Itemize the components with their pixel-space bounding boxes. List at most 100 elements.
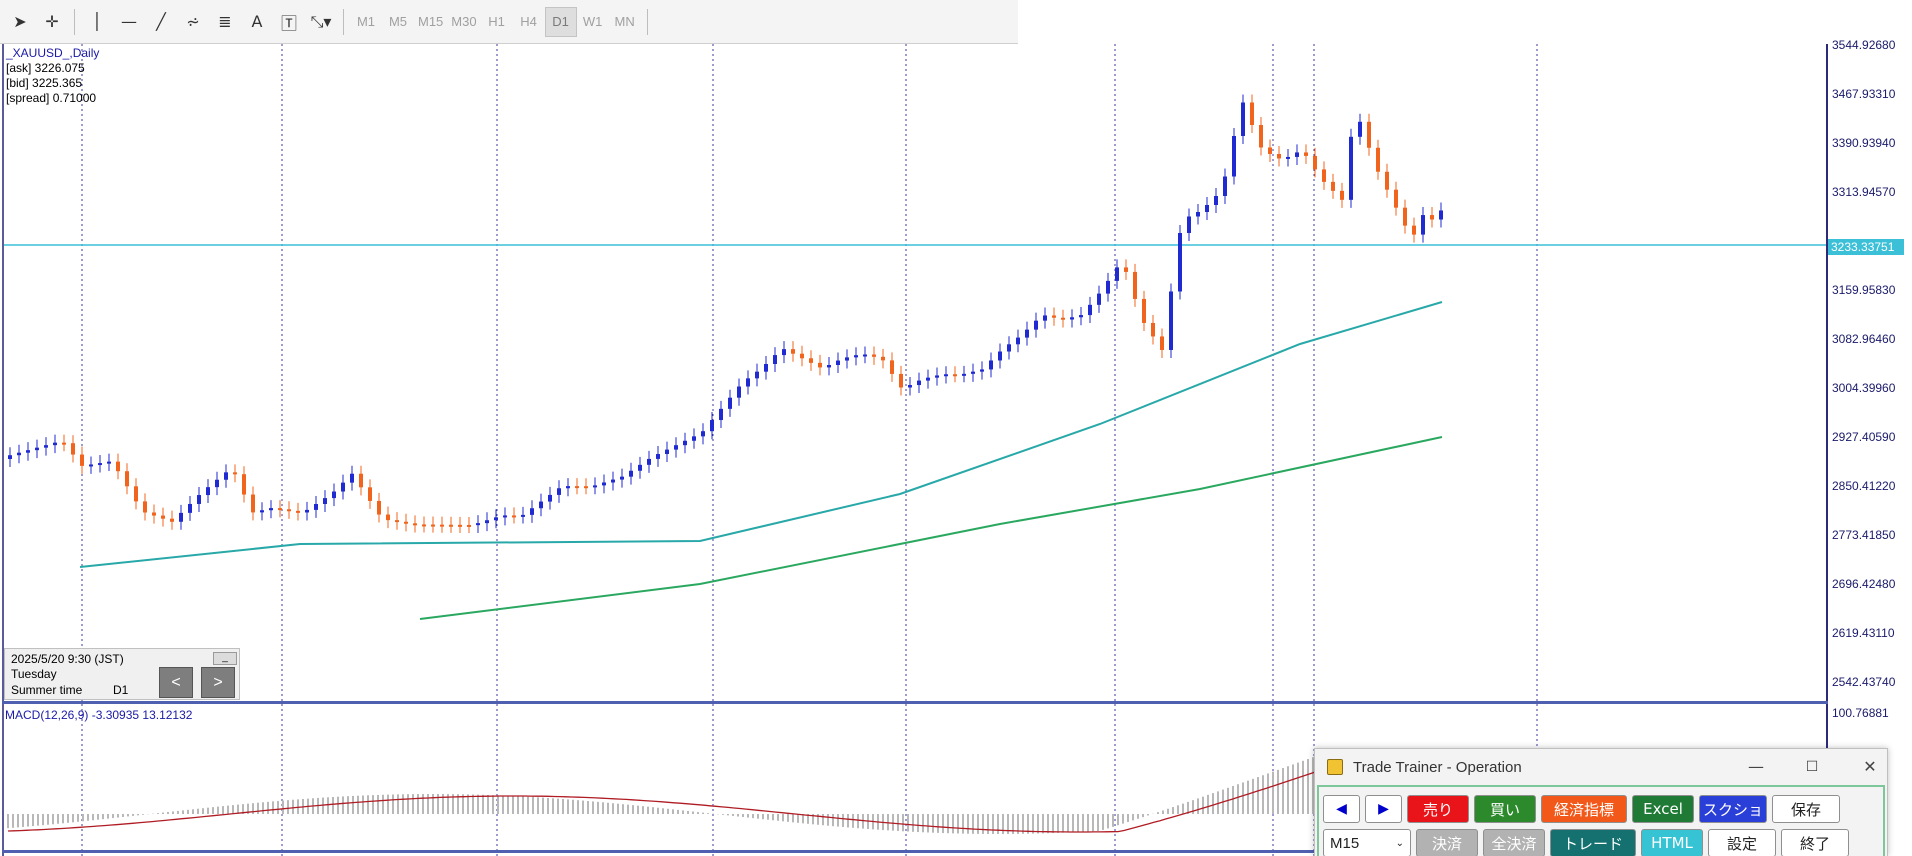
candle-body: [1007, 344, 1011, 352]
candle-body: [125, 471, 129, 487]
shapes-dropdown-icon[interactable]: ⤡▾: [310, 11, 332, 31]
trainer-button-r2-3[interactable]: HTML: [1641, 829, 1703, 856]
close-button[interactable]: ✕: [1863, 757, 1877, 776]
candle-body: [467, 524, 471, 527]
timeframe-select[interactable]: M15 ⌄: [1323, 829, 1411, 856]
toolbar-separator: [74, 8, 75, 35]
trendline-icon[interactable]: ╱: [156, 12, 166, 31]
candle-body: [323, 498, 327, 504]
candle-body: [746, 378, 750, 387]
timeframe-m15-button[interactable]: M15: [418, 14, 444, 29]
minimize-button[interactable]: —: [1748, 757, 1764, 776]
horizontal-line-icon[interactable]: —: [121, 12, 137, 31]
timeframe-h4-button[interactable]: H4: [520, 14, 537, 29]
candle-body: [1178, 232, 1182, 292]
candle-body: [26, 450, 30, 453]
trainer-button-r2-1[interactable]: 全決済: [1483, 829, 1545, 856]
candle-body: [755, 371, 759, 379]
cursor-icon[interactable]: ➤: [13, 12, 27, 31]
fibonacci-retracement-icon[interactable]: ≣: [218, 12, 232, 31]
vertical-line-icon[interactable]: │: [92, 12, 102, 31]
timeframe-bar: M1 M5 M15 M30 H1 H4 D1 W1 MN: [350, 6, 641, 37]
step-back-button[interactable]: ◀: [1323, 795, 1360, 823]
trainer-button-r1-1[interactable]: 買い: [1474, 795, 1536, 823]
candle-body: [926, 377, 930, 381]
candle-body: [143, 501, 147, 513]
candle-body: [1052, 315, 1056, 318]
timeframe-m1-button[interactable]: M1: [356, 14, 376, 29]
candle-body: [1385, 171, 1389, 190]
trainer-button-r1-3[interactable]: Excel: [1632, 795, 1694, 823]
trainer-button-r1-5[interactable]: 保存: [1772, 795, 1840, 823]
candle-body: [188, 503, 192, 513]
text-icon[interactable]: A: [251, 12, 263, 31]
dst-status: Summer time: [11, 683, 83, 697]
trade-trainer-body: ◀ ▶ 売り 買い 経済指標 Excel スクショ 保存 M15 ⌄ 決済 全決済 トレード H…: [1317, 785, 1885, 856]
trainer-button-r1-0[interactable]: 売り: [1407, 795, 1469, 823]
candle-body: [764, 363, 768, 372]
timeframe-w1-button[interactable]: W1: [582, 14, 603, 29]
panel-timeframe: D1: [113, 683, 129, 697]
candle-body: [1160, 336, 1164, 350]
trainer-button-r2-0[interactable]: 決済: [1416, 829, 1478, 856]
candle-body: [296, 510, 300, 513]
candle-body: [1097, 293, 1101, 305]
price-axis-label: 2619.43110: [1832, 626, 1895, 640]
candle-body: [1439, 210, 1443, 220]
step-forward-button[interactable]: ▶: [1365, 795, 1402, 823]
prev-bar-button[interactable]: <: [159, 667, 193, 698]
action-row-1: ◀ ▶ 売り 買い 経済指標 Excel スクショ 保存: [1323, 795, 1840, 823]
timeframe-m5-button[interactable]: M5: [388, 14, 408, 29]
crosshair-icon[interactable]: ✛: [45, 12, 59, 31]
candle-body: [584, 486, 588, 489]
text-label-icon[interactable]: 🅃: [280, 13, 297, 33]
minimize-panel-button[interactable]: _: [213, 652, 237, 665]
candle-body: [629, 470, 633, 477]
timeframe-m30-button[interactable]: M30: [451, 14, 477, 29]
candle-body: [53, 442, 57, 446]
candle-body: [773, 355, 777, 364]
timeframe-d1-button[interactable]: D1: [544, 6, 577, 37]
candle-body: [485, 520, 489, 524]
candle-body: [791, 349, 795, 354]
candle-body: [557, 488, 561, 495]
candle-body: [1214, 196, 1218, 205]
candle-body: [1187, 216, 1191, 233]
toolbar-separator: [646, 8, 648, 35]
candle-body: [728, 397, 732, 409]
price-axis-label: 2850.41220: [1832, 479, 1896, 493]
candle-body: [17, 452, 21, 456]
trade-trainer-titlebar[interactable]: Trade Trainer - Operation — ☐ ✕: [1315, 749, 1887, 785]
trainer-button-r2-2[interactable]: トレード: [1550, 829, 1636, 856]
candle-body: [917, 380, 921, 386]
candle-body: [602, 482, 606, 486]
candle-body: [1430, 215, 1434, 220]
subwindow-separator[interactable]: [2, 701, 1828, 704]
timeframe-mn-button[interactable]: MN: [614, 14, 635, 29]
candle-body: [224, 472, 228, 480]
trainer-button-r2-5[interactable]: 終了: [1781, 829, 1849, 856]
candle-body: [512, 515, 516, 518]
candle-body: [719, 408, 723, 421]
candle-body: [818, 362, 822, 368]
candle-body: [800, 353, 804, 359]
candle-body: [233, 472, 237, 475]
fibonacci-fan-icon[interactable]: ⩫: [186, 12, 200, 31]
price-axis-label: 2773.41850: [1832, 528, 1896, 542]
trainer-button-r2-4[interactable]: 設定: [1708, 829, 1776, 856]
candle-body: [863, 354, 867, 357]
candle-body: [962, 373, 966, 376]
candle-body: [62, 442, 66, 445]
timeframe-h1-button[interactable]: H1: [488, 14, 505, 29]
candle-body: [548, 494, 552, 502]
trainer-button-r1-2[interactable]: 経済指標: [1541, 795, 1627, 823]
next-bar-button[interactable]: >: [201, 667, 235, 698]
maximize-button[interactable]: ☐: [1805, 759, 1819, 775]
price-chart-canvas[interactable]: [0, 44, 1912, 856]
candle-body: [368, 487, 372, 501]
candle-body: [44, 445, 48, 448]
candle-body: [1106, 280, 1110, 294]
trainer-button-r1-4[interactable]: スクショ: [1699, 795, 1767, 823]
chart-area[interactable]: [0, 44, 1912, 856]
candle-body: [71, 443, 75, 455]
